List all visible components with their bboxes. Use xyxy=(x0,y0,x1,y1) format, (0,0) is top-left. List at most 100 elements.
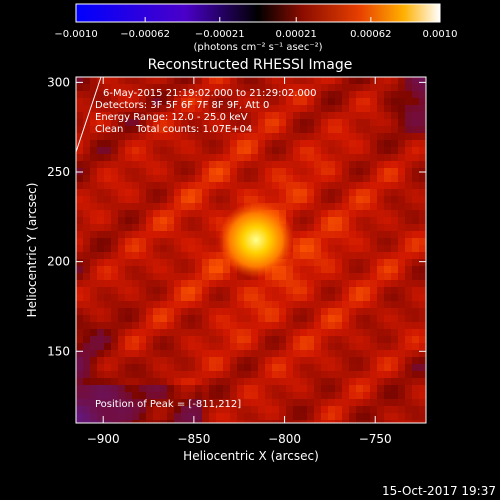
image-pixel xyxy=(314,280,321,287)
image-pixel xyxy=(223,378,230,385)
image-pixel xyxy=(90,350,97,357)
image-pixel xyxy=(321,350,328,357)
image-pixel xyxy=(377,133,384,140)
image-pixel xyxy=(314,273,321,280)
image-pixel xyxy=(125,259,132,266)
image-pixel xyxy=(300,287,307,294)
image-pixel xyxy=(153,343,160,350)
image-pixel xyxy=(125,231,132,238)
image-pixel xyxy=(237,182,244,189)
image-pixel xyxy=(160,182,167,189)
image-pixel xyxy=(321,217,328,224)
image-pixel xyxy=(118,210,125,217)
image-pixel xyxy=(167,273,174,280)
image-pixel xyxy=(139,98,146,105)
image-pixel xyxy=(83,77,90,84)
image-pixel xyxy=(272,308,279,315)
image-pixel xyxy=(328,259,335,266)
image-pixel xyxy=(244,371,251,378)
image-pixel xyxy=(384,210,391,217)
image-pixel xyxy=(153,378,160,385)
image-pixel xyxy=(328,266,335,273)
image-pixel xyxy=(384,168,391,175)
image-pixel xyxy=(321,371,328,378)
image-pixel xyxy=(181,126,188,133)
image-pixel xyxy=(286,175,293,182)
image-pixel xyxy=(209,175,216,182)
image-pixel xyxy=(139,147,146,154)
image-pixel xyxy=(419,329,426,336)
image-pixel xyxy=(181,119,188,126)
image-pixel xyxy=(349,385,356,392)
image-pixel xyxy=(265,168,272,175)
image-pixel xyxy=(90,119,97,126)
image-pixel xyxy=(300,336,307,343)
image-pixel xyxy=(335,196,342,203)
image-pixel xyxy=(202,308,209,315)
image-pixel xyxy=(258,378,265,385)
image-pixel xyxy=(153,210,160,217)
image-pixel xyxy=(188,203,195,210)
image-pixel xyxy=(370,119,377,126)
image-pixel xyxy=(181,308,188,315)
image-pixel xyxy=(188,371,195,378)
image-pixel xyxy=(125,126,132,133)
image-pixel xyxy=(160,238,167,245)
image-pixel xyxy=(104,168,111,175)
image-pixel xyxy=(412,252,419,259)
image-pixel xyxy=(195,161,202,168)
image-pixel xyxy=(97,189,104,196)
image-pixel xyxy=(83,322,90,329)
image-pixel xyxy=(286,371,293,378)
image-pixel xyxy=(251,168,258,175)
image-pixel xyxy=(237,189,244,196)
image-pixel xyxy=(167,238,174,245)
image-pixel xyxy=(160,413,167,420)
image-pixel xyxy=(272,357,279,364)
image-pixel xyxy=(293,210,300,217)
image-pixel xyxy=(76,210,83,217)
image-pixel xyxy=(195,413,202,420)
image-pixel xyxy=(195,287,202,294)
image-pixel xyxy=(335,308,342,315)
image-pixel xyxy=(251,147,258,154)
image-pixel xyxy=(342,196,349,203)
image-pixel xyxy=(160,196,167,203)
image-pixel xyxy=(153,140,160,147)
image-pixel xyxy=(244,315,251,322)
image-pixel xyxy=(202,315,209,322)
image-pixel xyxy=(118,252,125,259)
image-pixel xyxy=(195,84,202,91)
image-pixel xyxy=(314,385,321,392)
image-pixel xyxy=(230,322,237,329)
image-pixel xyxy=(300,357,307,364)
image-pixel xyxy=(181,147,188,154)
image-pixel xyxy=(132,196,139,203)
image-pixel xyxy=(307,168,314,175)
image-pixel xyxy=(188,301,195,308)
image-pixel xyxy=(90,161,97,168)
image-pixel xyxy=(132,182,139,189)
image-pixel xyxy=(237,147,244,154)
image-pixel xyxy=(370,245,377,252)
image-pixel xyxy=(223,413,230,420)
image-pixel xyxy=(328,175,335,182)
image-pixel xyxy=(272,343,279,350)
image-pixel xyxy=(363,364,370,371)
image-pixel xyxy=(419,238,426,245)
image-pixel xyxy=(405,245,412,252)
image-pixel xyxy=(384,420,391,423)
image-pixel xyxy=(349,266,356,273)
image-pixel xyxy=(300,84,307,91)
image-pixel xyxy=(209,238,216,245)
image-pixel xyxy=(181,210,188,217)
image-pixel xyxy=(412,140,419,147)
image-pixel xyxy=(293,224,300,231)
image-pixel xyxy=(356,266,363,273)
image-pixel xyxy=(349,371,356,378)
image-pixel xyxy=(258,308,265,315)
image-pixel xyxy=(83,238,90,245)
image-pixel xyxy=(160,329,167,336)
image-pixel xyxy=(398,119,405,126)
image-pixel xyxy=(160,119,167,126)
